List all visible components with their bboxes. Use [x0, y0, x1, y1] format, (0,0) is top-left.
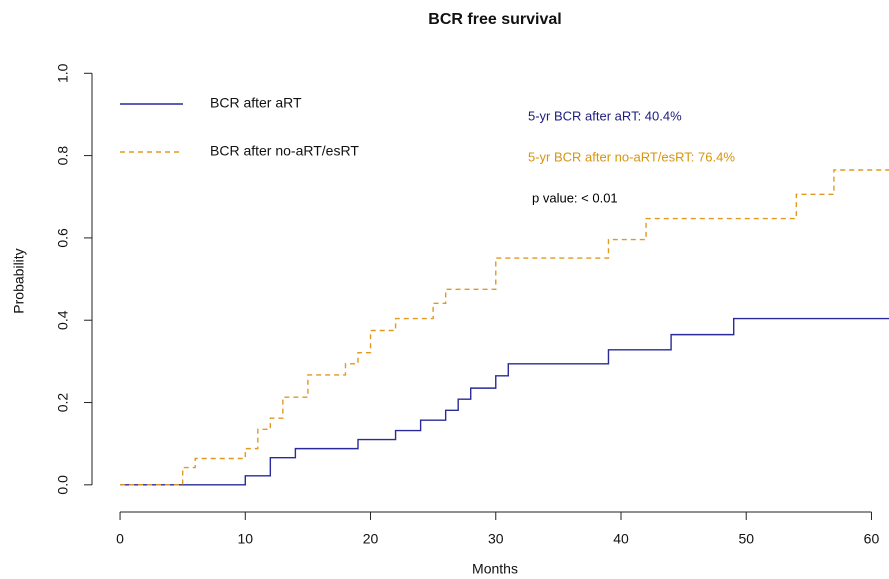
- x-tick-label: 60: [864, 531, 880, 547]
- x-tick-label: 20: [363, 531, 379, 547]
- x-tick-label: 10: [237, 531, 253, 547]
- y-tick-label: 0.2: [55, 393, 71, 413]
- step-line: [120, 317, 889, 486]
- x-tick-label: 40: [613, 531, 629, 547]
- y-tick-label: 0.8: [55, 146, 71, 166]
- legend-label: BCR after aRT: [210, 95, 302, 111]
- y-tick-label: 0.4: [55, 310, 71, 330]
- annotation: 5-yr BCR after aRT: 40.4%: [528, 108, 682, 123]
- x-tick-label: 30: [488, 531, 504, 547]
- y-axis-label: Probability: [11, 248, 27, 313]
- x-tick-label: 50: [738, 531, 754, 547]
- step-line: [120, 169, 889, 486]
- x-axis-label: Months: [472, 561, 518, 577]
- legend-label: BCR after no-aRT/esRT: [210, 143, 359, 159]
- y-tick-label: 0.0: [55, 475, 71, 495]
- x-tick-label: 0: [116, 531, 124, 547]
- y-tick-label: 0.6: [55, 228, 71, 248]
- y-tick-label: 1.0: [55, 63, 71, 83]
- annotation: p value: < 0.01: [532, 190, 618, 205]
- chart-title: BCR free survival: [428, 11, 561, 28]
- annotation: 5-yr BCR after no-aRT/esRT: 76.4%: [528, 149, 735, 164]
